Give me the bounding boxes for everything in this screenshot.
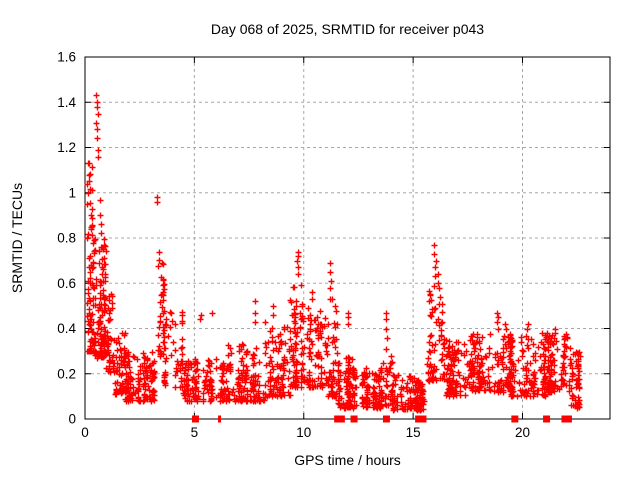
zero-line-marker [218, 415, 222, 423]
zero-line-marker [337, 415, 345, 423]
zero-line-marker [350, 415, 358, 423]
y-tick-label: 0.2 [57, 366, 76, 381]
x-tick-label: 20 [515, 425, 530, 440]
y-tick-label: 1 [68, 185, 76, 200]
zero-line-marker [415, 415, 423, 423]
y-axis-label-text: SRMTID / TECUs [9, 182, 25, 294]
x-tick-label: 5 [191, 425, 199, 440]
y-tick-label: 1.6 [57, 50, 76, 65]
x-tick-label: 15 [406, 425, 421, 440]
y-tick-label: 0.6 [57, 276, 76, 291]
zero-line-marker [382, 415, 390, 423]
x-tick-label: 0 [81, 425, 89, 440]
y-tick-label: 1.2 [57, 140, 76, 155]
zero-line-marker [511, 415, 519, 423]
scatter-points [84, 92, 584, 414]
y-tick-label: 0 [68, 412, 76, 427]
y-tick-label: 0.8 [57, 231, 76, 246]
zero-line-marker [334, 415, 342, 423]
zero-line-marker [564, 415, 572, 423]
y-tick-label: 1.4 [57, 95, 76, 110]
zero-line-marker [191, 415, 199, 423]
zero-line-marker [419, 415, 427, 423]
x-tick-label: 10 [296, 425, 311, 440]
zero-line-marker [543, 415, 551, 423]
chart-title: Day 068 of 2025, SRMTID for receiver p04… [210, 21, 485, 37]
x-axis-label: GPS time / hours [294, 452, 401, 468]
y-tick-label: 0.4 [57, 321, 76, 336]
